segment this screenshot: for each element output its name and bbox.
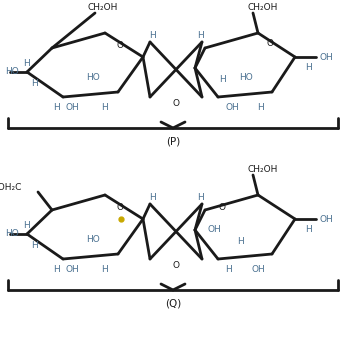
Text: HO: HO (86, 235, 100, 243)
Text: O: O (117, 203, 124, 213)
Text: H: H (150, 30, 156, 40)
Text: O: O (267, 40, 274, 48)
Text: H: H (32, 79, 38, 89)
Text: (Q): (Q) (165, 299, 181, 309)
Text: H: H (150, 193, 156, 201)
Text: H: H (220, 74, 227, 83)
Text: OH: OH (320, 52, 334, 62)
Text: H: H (197, 193, 203, 201)
Text: H: H (102, 266, 108, 274)
Text: OH: OH (320, 215, 334, 223)
Text: H: H (237, 237, 243, 245)
Text: O: O (173, 98, 180, 107)
Text: H: H (53, 265, 60, 273)
Text: OH: OH (251, 266, 265, 274)
Text: O: O (173, 261, 180, 269)
Text: (P): (P) (166, 137, 180, 147)
Text: OH: OH (225, 103, 239, 113)
Text: OH: OH (207, 225, 221, 235)
Text: OH: OH (65, 266, 79, 274)
Text: HO: HO (5, 68, 19, 76)
Text: H: H (23, 59, 29, 69)
Text: O: O (117, 42, 124, 50)
Text: CH₂OH: CH₂OH (88, 2, 118, 11)
Text: HO: HO (86, 72, 100, 81)
Text: HOH₂C: HOH₂C (0, 183, 22, 192)
Text: H: H (256, 103, 263, 113)
Text: CH₂OH: CH₂OH (248, 2, 278, 11)
Text: H: H (304, 64, 311, 72)
Text: HO: HO (239, 72, 253, 81)
Text: H: H (53, 102, 60, 112)
Text: H: H (32, 241, 38, 250)
Text: H: H (102, 103, 108, 113)
Text: H: H (23, 221, 29, 231)
Text: HO: HO (5, 230, 19, 239)
Text: H: H (197, 30, 203, 40)
Text: OH: OH (65, 103, 79, 113)
Text: CH₂OH: CH₂OH (248, 165, 278, 173)
Text: H: H (304, 225, 311, 235)
Text: H: H (226, 266, 232, 274)
Text: O: O (219, 203, 226, 213)
